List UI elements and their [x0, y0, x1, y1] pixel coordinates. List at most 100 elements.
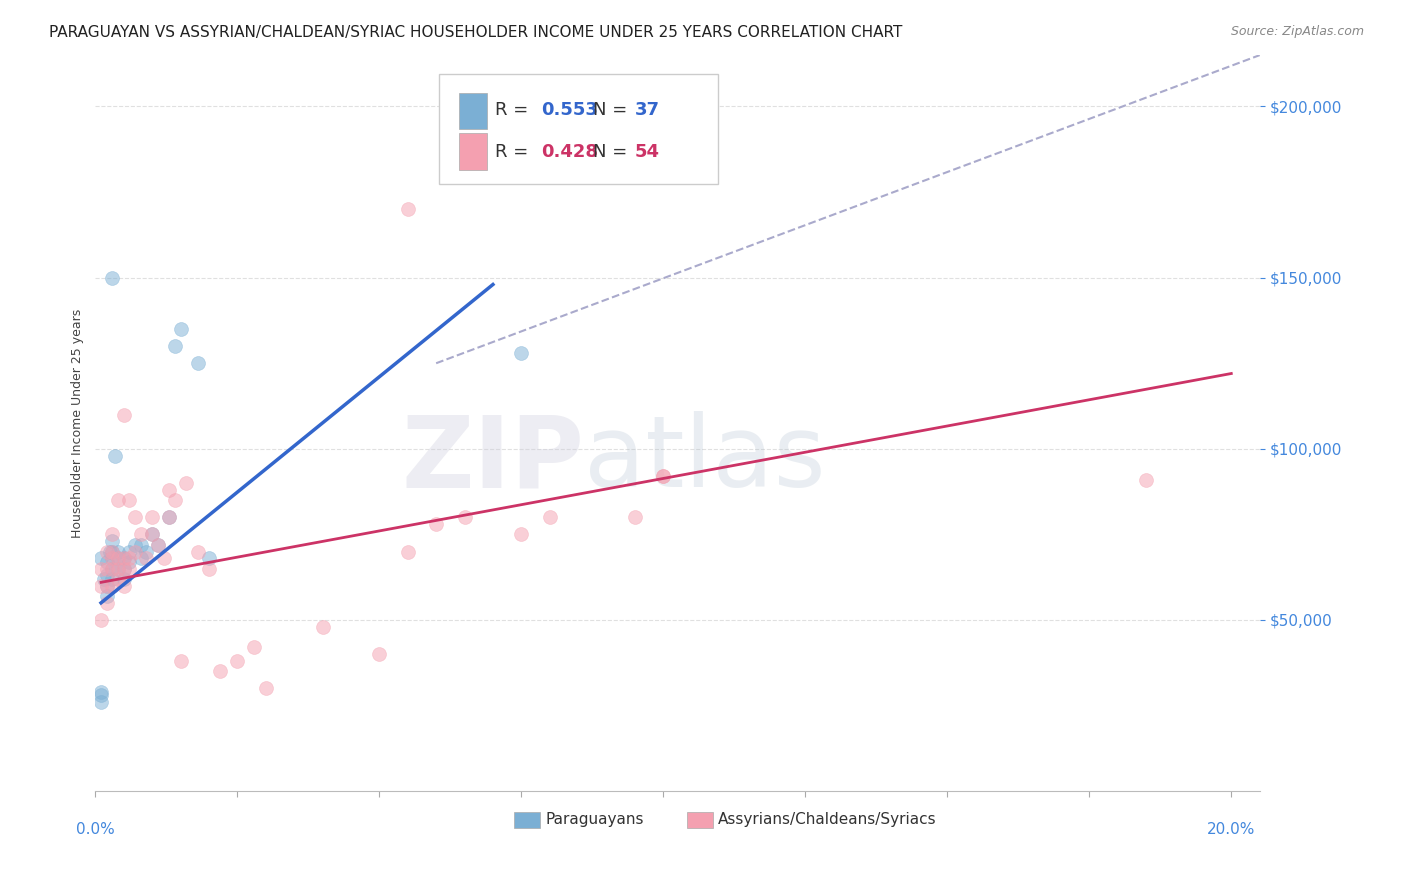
Point	[101, 551, 124, 566]
Point	[129, 527, 152, 541]
Text: 20.0%: 20.0%	[1208, 822, 1256, 838]
Point	[152, 551, 174, 566]
Text: R =: R =	[495, 144, 534, 161]
Point	[90, 688, 112, 702]
Point	[101, 551, 124, 566]
Point	[93, 572, 115, 586]
Point	[90, 551, 112, 566]
Point	[107, 561, 129, 575]
Point	[96, 589, 118, 603]
Point	[209, 665, 232, 679]
Text: Source: ZipAtlas.com: Source: ZipAtlas.com	[1230, 25, 1364, 38]
Point	[118, 544, 141, 558]
Point	[101, 561, 124, 575]
Point	[107, 572, 129, 586]
Text: atlas: atlas	[585, 411, 825, 508]
Point	[652, 469, 675, 483]
Point	[141, 527, 163, 541]
Point	[146, 538, 169, 552]
Point	[538, 510, 561, 524]
Point	[96, 579, 118, 593]
Point	[101, 527, 124, 541]
Point	[96, 561, 118, 575]
Point	[118, 493, 141, 508]
Point	[112, 561, 135, 575]
Point	[104, 449, 127, 463]
Point	[157, 510, 180, 524]
Text: N =: N =	[592, 144, 633, 161]
Text: 0.553: 0.553	[541, 102, 598, 120]
Point	[141, 510, 163, 524]
Point	[174, 476, 197, 491]
Point	[141, 527, 163, 541]
Point	[90, 579, 112, 593]
Point	[124, 510, 146, 524]
Point	[198, 551, 221, 566]
Point	[98, 544, 121, 558]
Point	[96, 579, 118, 593]
Point	[118, 555, 141, 569]
Point	[101, 561, 124, 575]
Point	[90, 561, 112, 575]
Text: 0.0%: 0.0%	[76, 822, 115, 838]
Point	[311, 620, 333, 634]
Point	[396, 544, 419, 558]
Point	[187, 356, 209, 370]
Point	[118, 561, 141, 575]
Point	[510, 527, 533, 541]
FancyBboxPatch shape	[458, 93, 486, 129]
Point	[112, 561, 135, 575]
Point	[169, 654, 191, 668]
Point	[96, 596, 118, 610]
Point	[101, 579, 124, 593]
Point	[118, 551, 141, 566]
Point	[107, 493, 129, 508]
Point	[396, 202, 419, 217]
Point	[163, 493, 186, 508]
Point	[96, 544, 118, 558]
Point	[169, 322, 191, 336]
Point	[163, 339, 186, 353]
Text: 37: 37	[634, 102, 659, 120]
Point	[129, 551, 152, 566]
Point	[198, 561, 221, 575]
Point	[112, 551, 135, 566]
Point	[101, 270, 124, 285]
Text: Paraguayans: Paraguayans	[546, 813, 644, 827]
Point	[107, 551, 129, 566]
Point	[453, 510, 475, 524]
FancyBboxPatch shape	[458, 133, 486, 170]
Y-axis label: Householder Income Under 25 years: Householder Income Under 25 years	[72, 309, 84, 538]
Point	[1135, 473, 1157, 487]
Point	[112, 551, 135, 566]
Point	[135, 551, 157, 566]
Point	[254, 681, 277, 696]
Point	[652, 469, 675, 483]
Point	[146, 538, 169, 552]
Point	[101, 534, 124, 549]
Point	[112, 579, 135, 593]
Text: N =: N =	[592, 102, 633, 120]
Point	[107, 561, 129, 575]
Point	[112, 572, 135, 586]
Point	[157, 510, 180, 524]
Point	[101, 544, 124, 558]
FancyBboxPatch shape	[439, 73, 718, 184]
Text: Assyrians/Chaldeans/Syriacs: Assyrians/Chaldeans/Syriacs	[718, 813, 936, 827]
Point	[96, 568, 118, 582]
Text: 54: 54	[634, 144, 659, 161]
Point	[124, 538, 146, 552]
Text: 0.428: 0.428	[541, 144, 599, 161]
Point	[90, 695, 112, 709]
Point	[90, 613, 112, 627]
Point	[510, 346, 533, 360]
Point	[135, 544, 157, 558]
Point	[187, 544, 209, 558]
Point	[101, 544, 124, 558]
Point	[90, 685, 112, 699]
Point	[157, 483, 180, 497]
Text: R =: R =	[495, 102, 534, 120]
Point	[124, 544, 146, 558]
Point	[107, 544, 129, 558]
Point	[243, 640, 266, 655]
